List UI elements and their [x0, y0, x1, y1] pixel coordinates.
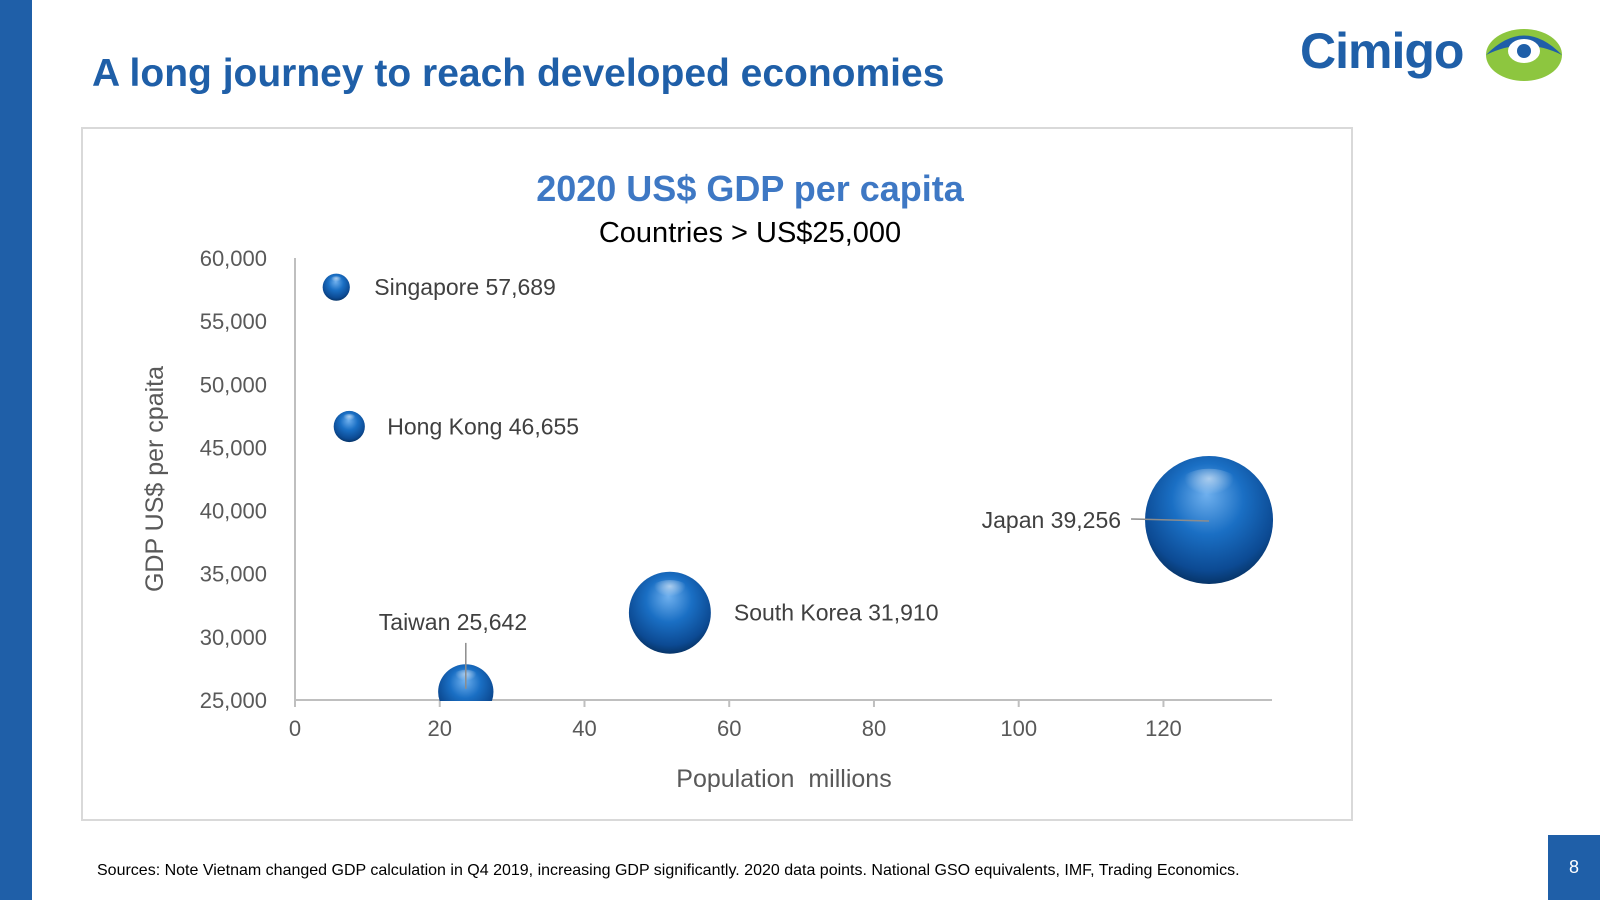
data-label-singapore: Singapore 57,689 — [374, 274, 556, 300]
x-axis-title: Population millions — [676, 765, 891, 793]
source-footnote: Sources: Note Vietnam changed GDP calcul… — [97, 862, 1240, 879]
x-tick-label: 20 — [427, 716, 451, 741]
y-tick-label: 60,000 — [200, 246, 267, 271]
bubble-highlight — [340, 414, 358, 425]
x-tick-label: 100 — [1000, 716, 1037, 741]
data-label-japan: Japan 39,256 — [982, 507, 1121, 533]
left-accent-bar — [0, 0, 32, 900]
chart-title: 2020 US$ GDP per capita — [536, 168, 964, 209]
y-tick-label: 30,000 — [200, 625, 267, 650]
leader-line-japan — [1131, 518, 1210, 522]
data-label-hong-kong: Hong Kong 46,655 — [387, 414, 579, 440]
eye-icon — [1486, 29, 1562, 81]
y-tick-label: 25,000 — [200, 688, 267, 713]
x-tick-label: 60 — [717, 716, 741, 741]
x-tick-label: 80 — [862, 716, 886, 741]
y-tick-label: 50,000 — [200, 372, 267, 397]
logo-text: Cimigo — [1300, 23, 1464, 79]
page-number-box: 8 — [1548, 835, 1600, 900]
data-label-south-korea: South Korea 31,910 — [734, 600, 939, 626]
y-tick-label: 45,000 — [200, 435, 267, 460]
slide-title: A long journey to reach developed econom… — [92, 52, 945, 95]
bubble-highlight — [647, 579, 693, 609]
x-tick-label: 120 — [1145, 716, 1182, 741]
bubble-highlight — [1173, 468, 1245, 514]
cimigo-logo: Cimigo — [1300, 22, 1562, 86]
x-tick-label: 0 — [289, 716, 301, 741]
y-tick-label: 35,000 — [200, 562, 267, 587]
y-tick-label: 55,000 — [200, 309, 267, 334]
page-number: 8 — [1568, 857, 1579, 877]
y-axis-title: GDP US$ per cpaita — [141, 366, 169, 592]
y-tick-label: 40,000 — [200, 499, 267, 524]
x-tick-label: 40 — [572, 716, 596, 741]
chart-subtitle: Countries > US$25,000 — [598, 217, 902, 249]
data-label-taiwan: Taiwan 25,642 — [379, 609, 527, 635]
bubble-highlight — [328, 276, 344, 286]
chart-frame — [81, 127, 1353, 821]
